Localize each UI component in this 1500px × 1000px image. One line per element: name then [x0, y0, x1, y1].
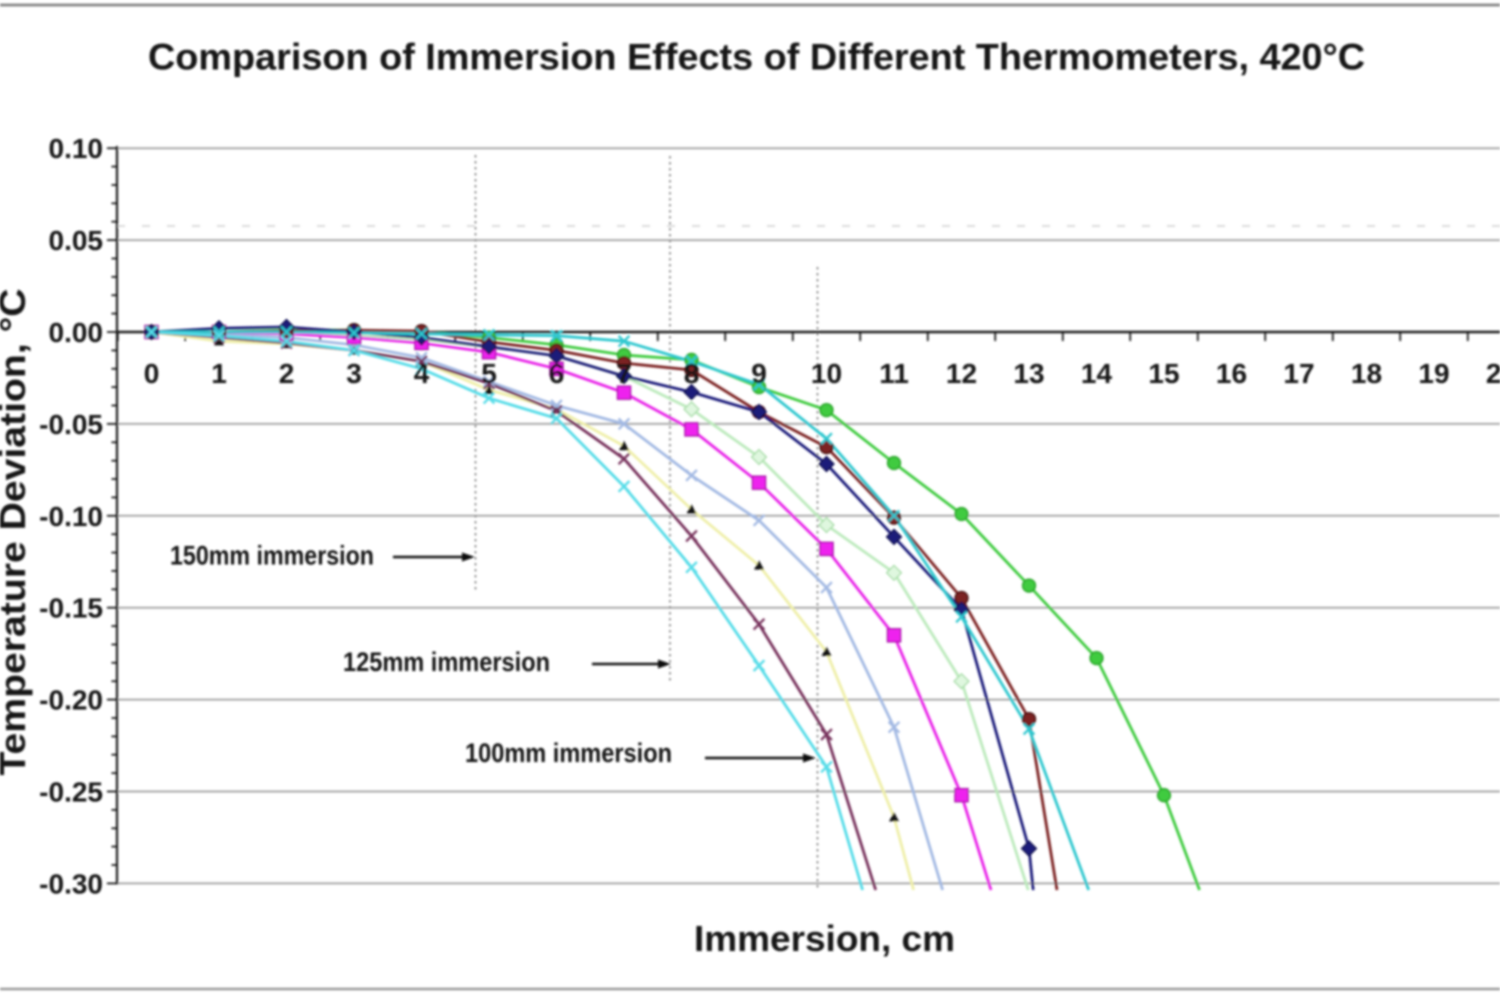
svg-text:7: 7 — [616, 358, 632, 389]
svg-text:18: 18 — [1351, 358, 1382, 389]
svg-text:12: 12 — [946, 358, 977, 389]
svg-text:100mm immersion: 100mm immersion — [465, 738, 672, 768]
svg-text:0.10: 0.10 — [49, 133, 104, 164]
svg-text:-0.15: -0.15 — [39, 593, 103, 624]
svg-text:11: 11 — [879, 358, 909, 389]
svg-text:-0.30: -0.30 — [39, 868, 103, 899]
svg-text:Temperature Deviation, °C: Temperature Deviation, °C — [0, 289, 33, 776]
svg-text:0.00: 0.00 — [49, 317, 104, 348]
svg-text:5: 5 — [481, 358, 497, 389]
svg-text:14: 14 — [1081, 358, 1113, 389]
svg-text:20: 20 — [1486, 358, 1500, 389]
svg-text:6: 6 — [549, 358, 565, 389]
svg-text:125mm immersion: 125mm immersion — [343, 647, 550, 677]
svg-text:-0.05: -0.05 — [39, 409, 103, 440]
svg-text:4: 4 — [414, 358, 430, 389]
svg-text:8: 8 — [684, 358, 700, 389]
svg-text:Comparison of Immersion Effect: Comparison of Immersion Effects of Diffe… — [148, 36, 1365, 78]
svg-text:-0.20: -0.20 — [39, 685, 103, 716]
svg-text:10: 10 — [811, 358, 842, 389]
svg-text:1: 1 — [211, 358, 227, 389]
svg-text:150mm immersion: 150mm immersion — [170, 541, 374, 571]
svg-text:-0.25: -0.25 — [39, 777, 103, 808]
svg-text:3: 3 — [346, 358, 362, 389]
svg-text:16: 16 — [1216, 358, 1247, 389]
svg-text:2: 2 — [279, 358, 295, 389]
svg-text:-0.10: -0.10 — [39, 501, 103, 532]
svg-text:19: 19 — [1418, 358, 1449, 389]
svg-text:13: 13 — [1013, 358, 1044, 389]
svg-text:17: 17 — [1283, 358, 1314, 389]
svg-text:0.05: 0.05 — [49, 225, 104, 256]
svg-text:0: 0 — [144, 358, 160, 389]
svg-text:Immersion, cm: Immersion, cm — [694, 918, 955, 959]
svg-text:15: 15 — [1148, 358, 1179, 389]
svg-text:9: 9 — [751, 358, 767, 389]
